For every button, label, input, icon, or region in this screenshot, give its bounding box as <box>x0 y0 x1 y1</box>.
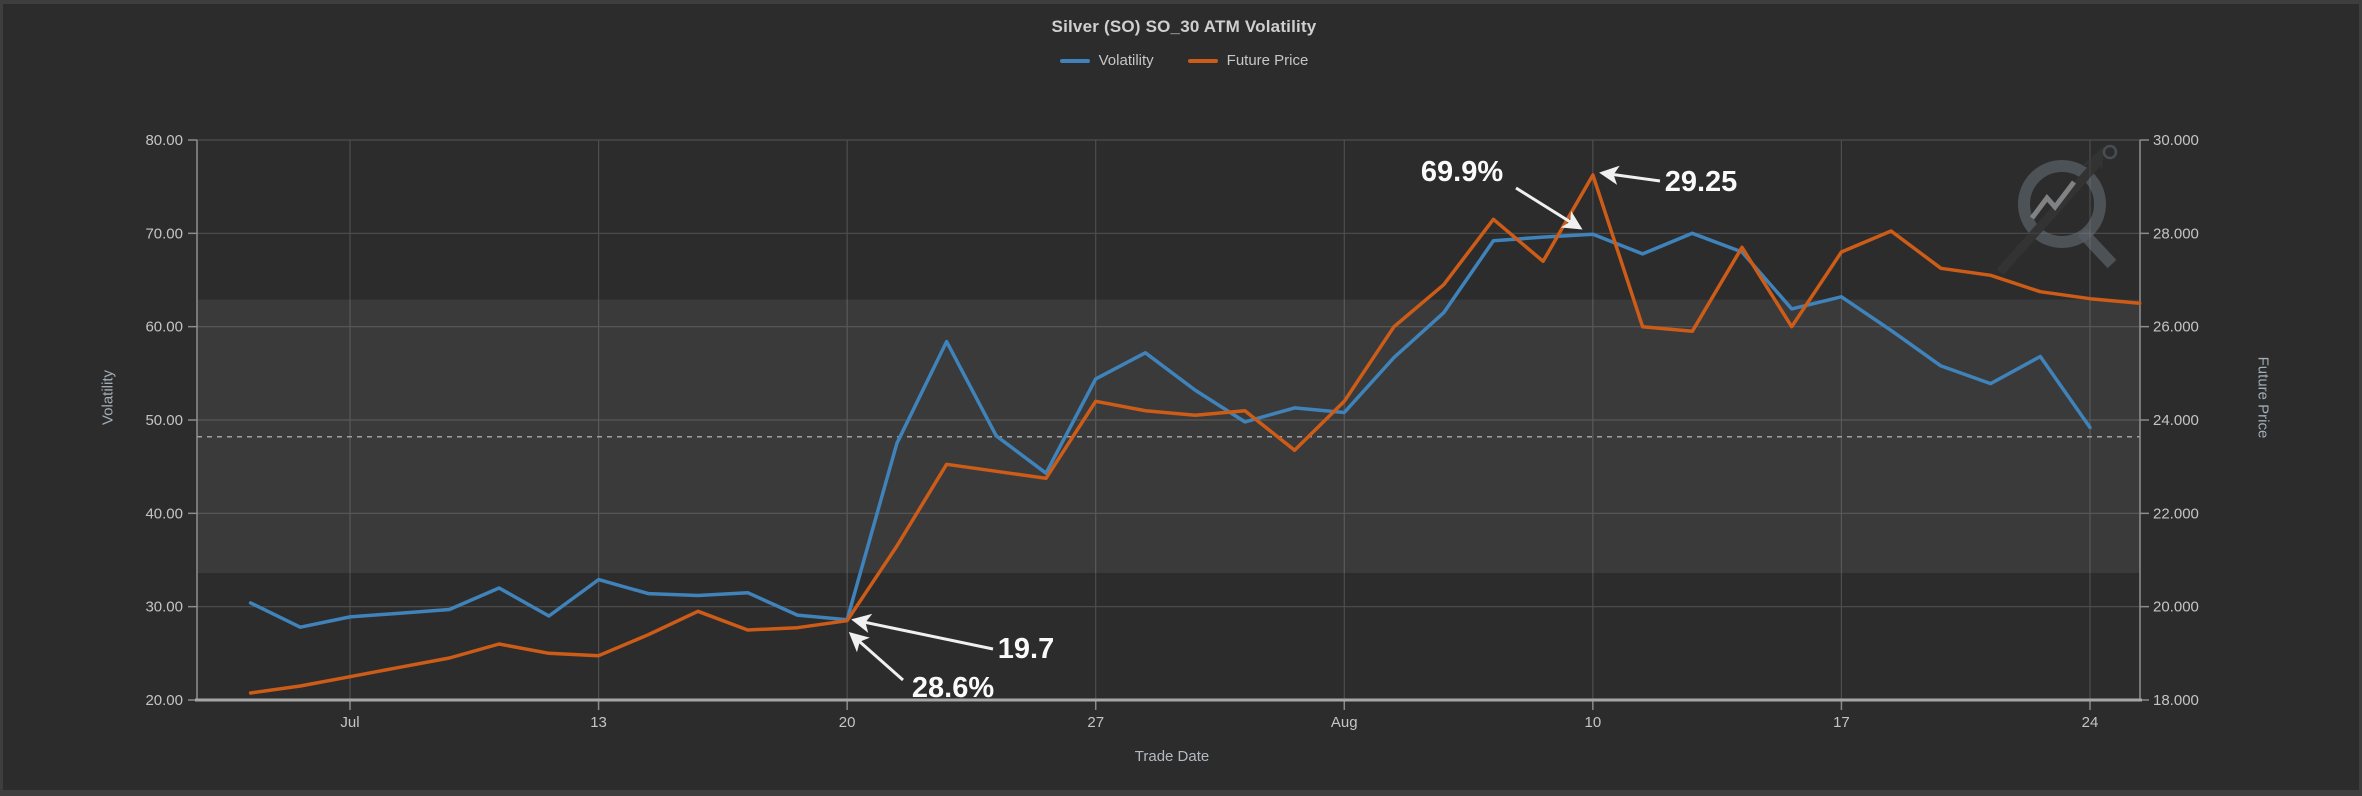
right-tick-label-28: 28.000 <box>2153 225 2199 242</box>
future-price-line <box>248 173 2142 695</box>
x-tick-label-27: 27 <box>1087 714 1104 731</box>
x-tick-label-13: 13 <box>590 714 607 731</box>
right-axis-title: Future Price <box>2254 356 2272 439</box>
x-tick-label-17: 17 <box>1833 714 1850 731</box>
annotation-label-28.6%: 28.6% <box>912 672 994 704</box>
volatility-line <box>248 231 2092 629</box>
left-tick-label-20: 20.00 <box>145 692 183 709</box>
watermark-q-tail <box>2077 227 2117 269</box>
legend-label-volatility: Volatility <box>1098 52 1154 69</box>
watermark-logo <box>1996 144 2118 275</box>
x-tick-label-Aug: Aug <box>1331 714 1358 731</box>
annotation-arrow-28.6% <box>848 632 904 682</box>
x-tick-label-24: 24 <box>2082 714 2099 731</box>
watermark-arrowhead-dark <box>2082 146 2104 170</box>
left-tick-label-60: 60.00 <box>145 319 183 336</box>
legend-label-future-price: Future Price <box>1226 52 1309 69</box>
watermark-circle <box>2018 160 2106 248</box>
left-axis-title: Volatility <box>99 369 117 426</box>
x-tick-label-Jul: Jul <box>340 714 359 731</box>
x-tick-label-10: 10 <box>1585 714 1602 731</box>
watermark-zigzag <box>2030 180 2076 220</box>
left-tick-label-40: 40.00 <box>145 505 183 522</box>
watermark-registered-mark <box>2102 144 2118 160</box>
annotation-label-69.9%: 69.9% <box>1421 156 1503 188</box>
future-price-swatch-icon <box>1187 58 1218 63</box>
watermark-arrow-dark <box>1996 159 2102 275</box>
legend: Volatility Future Price <box>3 52 2362 69</box>
annotation-arrow-19.7 <box>851 613 994 651</box>
right-tick-label-18: 18.000 <box>2153 692 2199 709</box>
right-tick-label-26: 26.000 <box>2153 319 2199 336</box>
x-tick-label-20: 20 <box>839 714 856 731</box>
legend-item-volatility[interactable]: Volatility <box>1059 52 1154 69</box>
left-tick-label-80: 80.00 <box>145 132 183 149</box>
volatility-swatch-icon <box>1059 58 1090 63</box>
annotation-arrow-29.25 <box>1599 165 1661 185</box>
chart-title: Silver (SO) SO_30 ATM Volatility <box>1051 17 1317 36</box>
left-tick-label-50: 50.00 <box>145 412 183 429</box>
left-tick-label-30: 30.00 <box>145 599 183 616</box>
right-tick-label-20: 20.000 <box>2153 599 2199 616</box>
chart-canvas: 80.00 30.000 70.00 28.000 60.00 26.000 50.00 24… <box>3 4 2359 790</box>
right-tick-label-24: 24.000 <box>2153 412 2199 429</box>
x-axis-title: Trade Date <box>1134 748 1210 765</box>
right-tick-label-30: 30.000 <box>2153 132 2199 149</box>
left-tick-label-70: 70.00 <box>145 225 183 242</box>
annotation-arrow-69.9% <box>1515 186 1583 230</box>
legend-item-future-price[interactable]: Future Price <box>1187 52 1309 69</box>
right-tick-label-22: 22.000 <box>2153 505 2199 522</box>
annotation-label-29.25: 29.25 <box>1665 166 1738 198</box>
annotation-label-19.7: 19.7 <box>998 633 1054 665</box>
